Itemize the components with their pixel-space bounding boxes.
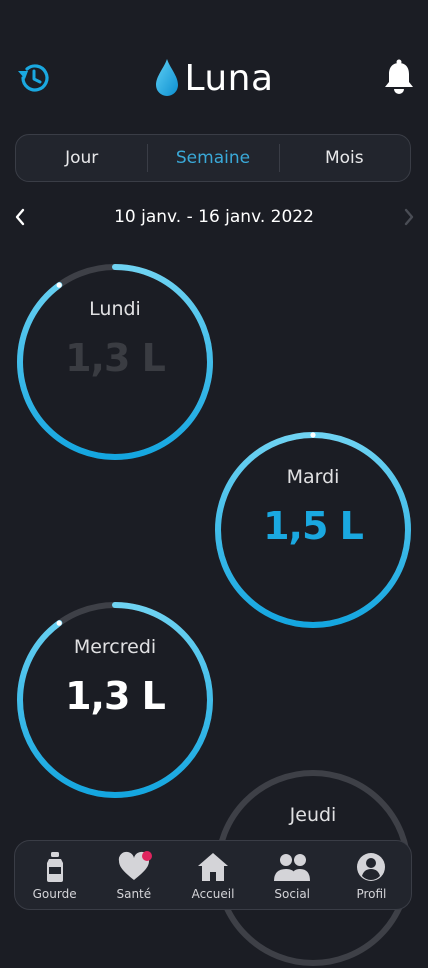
ring-progress (17, 264, 213, 460)
nav-profil[interactable]: Profil (332, 841, 411, 909)
previous-week-button[interactable] (10, 205, 32, 229)
nav-sante[interactable]: Santé (94, 841, 173, 909)
chevron-left-icon (15, 208, 25, 226)
heart-icon (118, 851, 152, 880)
bottom-navigation: Gourde Santé Accueil Social Profil (14, 840, 412, 910)
people-icon (274, 854, 311, 881)
day-card-mercredi[interactable]: Mercredi 1,3 L (15, 600, 215, 800)
history-button[interactable] (14, 58, 54, 98)
chevron-right-icon (404, 208, 414, 226)
day-value: 1,3 L (65, 674, 166, 718)
tab-jour[interactable]: Jour (65, 148, 99, 168)
day-name: Jeudi (289, 804, 337, 826)
notifications-button[interactable] (380, 58, 418, 98)
day-name: Mardi (286, 466, 340, 488)
next-week-button[interactable] (398, 205, 420, 229)
period-segmented-control: Jour Semaine Mois (15, 134, 411, 182)
progress-ring (17, 602, 213, 798)
app-title: Luna (184, 57, 274, 99)
day-card-lundi[interactable]: Lundi 1,3 L (15, 262, 215, 462)
nav-accueil[interactable]: Accueil (173, 841, 252, 909)
bottle-icon (46, 852, 63, 882)
tab-mois[interactable]: Mois (278, 135, 410, 181)
bell-icon (385, 59, 413, 94)
nav-label: Profil (356, 887, 387, 901)
progress-ring (17, 264, 213, 460)
water-drop-icon (156, 59, 179, 96)
app-logo: Luna (0, 54, 428, 102)
nav-label: Santé (116, 887, 152, 901)
nav-label: Social (274, 887, 310, 901)
day-name: Lundi (89, 298, 141, 320)
nav-social[interactable]: Social (253, 841, 332, 909)
tab-semaine[interactable]: Semaine (147, 135, 278, 181)
profile-icon (357, 853, 386, 881)
ring-end-marker (310, 432, 316, 438)
home-icon (198, 853, 228, 881)
nav-label: Accueil (191, 887, 235, 901)
date-range-label: 10 janv. - 16 janv. 2022 (114, 207, 314, 227)
day-name: Mercredi (73, 636, 157, 658)
ring-progress (17, 602, 213, 798)
day-value: 1,5 L (263, 504, 364, 548)
ring-end-marker (56, 282, 62, 288)
history-icon (18, 64, 49, 92)
day-card-mardi[interactable]: Mardi 1,5 L (213, 430, 413, 630)
nav-gourde[interactable]: Gourde (15, 841, 94, 909)
day-value: 1,3 L (65, 336, 166, 380)
notification-badge (141, 851, 152, 861)
progress-ring (215, 432, 411, 628)
ring-end-marker (56, 620, 62, 626)
nav-label: Gourde (32, 887, 77, 901)
